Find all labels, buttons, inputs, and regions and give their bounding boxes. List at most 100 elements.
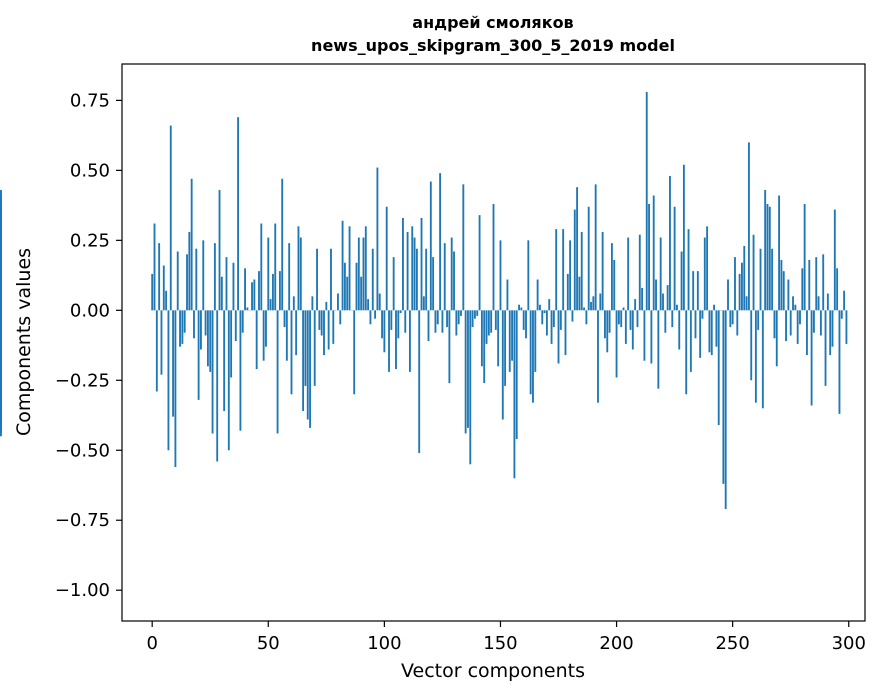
bar xyxy=(583,307,585,311)
bar xyxy=(200,310,202,350)
bar xyxy=(843,290,846,311)
bar xyxy=(404,310,407,333)
bar xyxy=(494,310,497,330)
y-tick-label: −1.00 xyxy=(55,580,110,601)
x-axis: 0 50 100 150 200 250 300 xyxy=(146,621,866,654)
bar xyxy=(657,310,660,389)
bar xyxy=(364,226,367,311)
bar xyxy=(715,310,718,347)
bar xyxy=(269,299,272,311)
bar xyxy=(812,310,815,333)
bar xyxy=(727,279,729,311)
bar xyxy=(376,167,379,311)
bar xyxy=(455,310,458,336)
bar xyxy=(545,310,548,336)
bar xyxy=(239,310,242,431)
bar xyxy=(699,310,702,358)
bar xyxy=(708,310,711,353)
x-tick-label: 150 xyxy=(483,633,517,654)
bar xyxy=(840,310,843,319)
bar xyxy=(471,310,474,328)
bar xyxy=(761,310,764,409)
bar xyxy=(216,310,219,462)
bar xyxy=(741,262,743,311)
bar xyxy=(571,310,574,322)
bar xyxy=(427,310,430,342)
bar xyxy=(613,259,616,311)
bar xyxy=(474,310,476,319)
bar xyxy=(694,310,697,339)
bar xyxy=(204,310,207,336)
bar xyxy=(313,310,316,386)
bar xyxy=(745,296,748,311)
bar xyxy=(696,271,699,311)
bar xyxy=(367,299,370,311)
bar xyxy=(330,248,332,311)
bar xyxy=(283,310,286,328)
bar xyxy=(265,310,267,347)
bar xyxy=(167,310,170,451)
bar xyxy=(267,237,270,311)
x-axis-label: Vector components xyxy=(401,660,585,682)
y-tick-label: 0.00 xyxy=(70,300,110,321)
bar xyxy=(836,268,839,311)
bar xyxy=(176,251,179,311)
bar xyxy=(801,268,804,311)
bar xyxy=(831,310,834,347)
y-axis-label: Components values xyxy=(13,248,35,436)
bar xyxy=(492,203,495,311)
bar xyxy=(388,310,390,372)
bar xyxy=(332,310,335,344)
bar xyxy=(413,237,416,311)
bar xyxy=(590,301,592,311)
bar xyxy=(292,296,295,311)
bar xyxy=(703,237,706,311)
bar xyxy=(525,310,527,339)
bar xyxy=(460,310,462,316)
bar xyxy=(353,310,356,395)
bar xyxy=(162,265,165,311)
bar xyxy=(680,251,683,311)
bar xyxy=(320,310,323,336)
bar xyxy=(251,282,253,311)
bar xyxy=(771,248,774,311)
bar xyxy=(501,310,504,420)
bar xyxy=(165,290,168,311)
bar xyxy=(845,310,848,344)
bar xyxy=(385,206,388,311)
bar xyxy=(641,287,644,311)
bar xyxy=(476,310,479,316)
bar xyxy=(599,293,602,311)
bar xyxy=(824,310,827,386)
bar xyxy=(731,310,734,325)
bar xyxy=(713,304,716,311)
bar xyxy=(717,310,720,426)
bar xyxy=(815,257,818,311)
bar xyxy=(285,310,288,361)
bar xyxy=(450,237,453,311)
bar xyxy=(548,299,551,311)
bar xyxy=(817,296,820,311)
bar xyxy=(504,310,507,386)
bar xyxy=(220,276,223,311)
bar xyxy=(792,296,794,311)
bar xyxy=(497,310,500,367)
bar xyxy=(650,310,653,364)
bar xyxy=(290,310,293,395)
chart-title: андрей смоляков xyxy=(412,13,573,32)
bar xyxy=(246,307,249,311)
bar xyxy=(181,310,184,344)
bar xyxy=(306,310,309,420)
bar xyxy=(552,310,555,328)
bar xyxy=(397,310,400,339)
bar xyxy=(617,310,620,325)
x-tick-label: 0 xyxy=(146,633,157,654)
bar xyxy=(378,293,381,311)
bar xyxy=(710,310,713,356)
bar xyxy=(803,203,806,311)
bar xyxy=(469,310,472,465)
bar xyxy=(655,279,657,311)
bar xyxy=(520,307,523,311)
bar xyxy=(395,310,397,370)
